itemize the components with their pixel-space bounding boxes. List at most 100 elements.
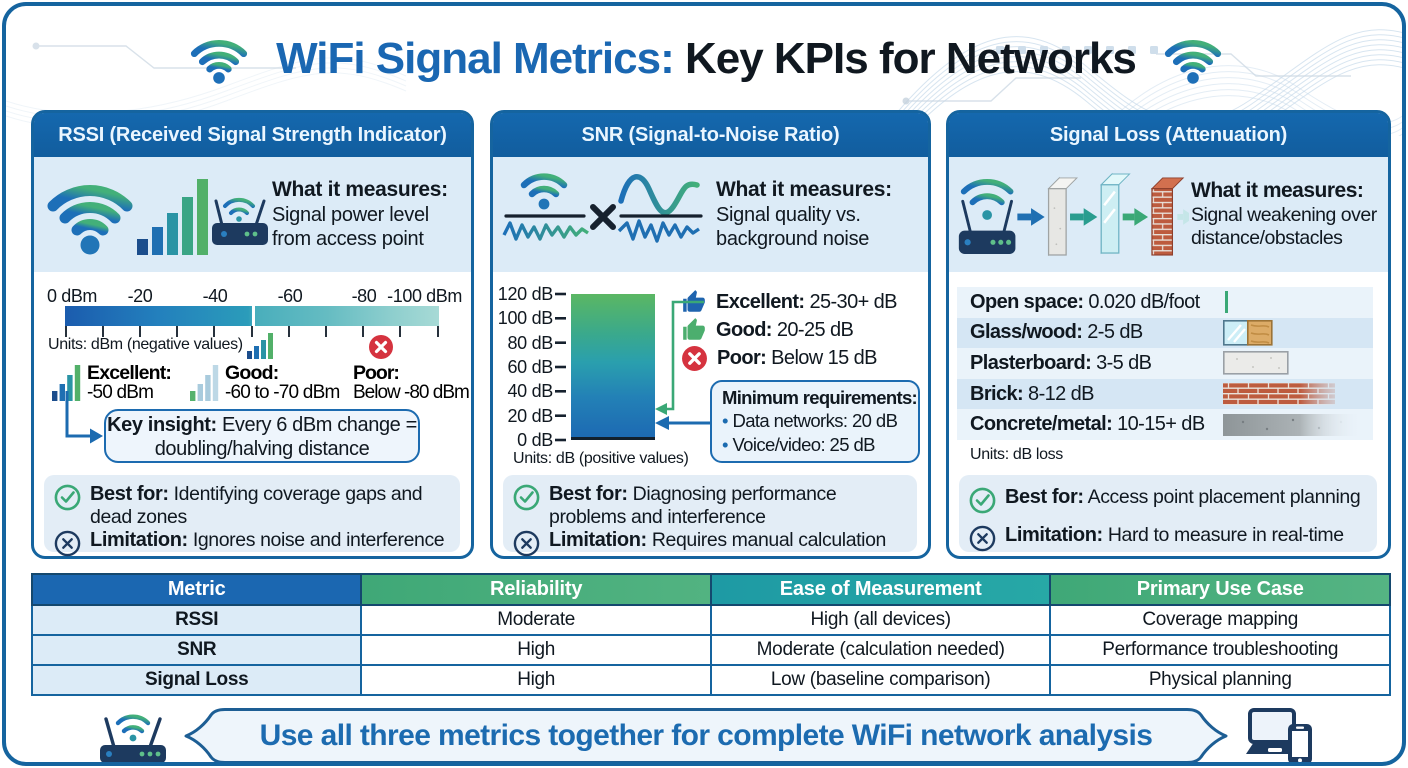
- min-req-title: Minimum requirements:: [722, 387, 918, 408]
- rssi-rating-good: Good: -60 to -70 dBm: [225, 362, 340, 403]
- table-cell: Signal Loss: [30, 664, 363, 696]
- table-cell: RSSI: [30, 604, 363, 636]
- rssi-units-row: Units: dBm (negative values): [48, 333, 464, 359]
- table-cell: Coverage mapping: [1049, 604, 1391, 636]
- rssi-gradient-bar: [65, 306, 439, 326]
- router-icon: [100, 714, 166, 762]
- snr-legend-row: Excellent: 25-30+ dB: [681, 288, 898, 316]
- table-cell: High (all devices): [709, 604, 1052, 636]
- rating-value: -50 dBm: [87, 382, 154, 403]
- rssi-illustration: [47, 178, 268, 255]
- page-title-blue: WiFi Signal Metrics:: [276, 34, 675, 83]
- table-cell: Moderate (calculation needed): [709, 634, 1052, 666]
- page-title: WiFi Signal Metrics: Key KPIs for Networ…: [276, 34, 1137, 84]
- rssi-measures-panel: What it measures: Signal power level fro…: [34, 157, 471, 272]
- check-circle-icon: [513, 483, 549, 511]
- rssi-limitation-text: Limitation: Ignores noise and interferen…: [90, 529, 445, 552]
- footer-banner: Use all three metrics together for compl…: [182, 707, 1230, 762]
- rating-label: Poor:: [353, 362, 400, 384]
- brick-swatch: [1223, 383, 1335, 406]
- loss-units: Units: dB loss: [970, 446, 1063, 463]
- table-header-ease: Ease of Measurement: [709, 573, 1052, 606]
- bestfor-row: Best for: Access point placement plannin…: [969, 486, 1367, 514]
- footer-banner-shape: [184, 708, 1228, 762]
- loss-card: Signal Loss (Attenuation): [946, 110, 1391, 559]
- table-cell: Low (baseline comparison): [709, 664, 1052, 696]
- loss-row-openspace: Open space: 0.020 dB/foot: [957, 287, 1373, 318]
- wifi-icon: [1164, 40, 1221, 84]
- check-circle-icon: [969, 486, 1005, 514]
- loss-measures-panel: What it measures: Signal weakening over …: [949, 157, 1388, 272]
- signal-bars-icon: [247, 333, 273, 359]
- card-body: What it measures: Signal power level fro…: [34, 157, 471, 557]
- snr-bestfor-box: Best for: Diagnosing performance problem…: [503, 475, 917, 557]
- loss-bestfor-text: Best for: Access point placement plannin…: [1005, 486, 1361, 508]
- loss-row-brick: Brick: 8-12 dB: [957, 378, 1373, 410]
- table-header-metric: Metric: [30, 573, 363, 606]
- table-header-reliability: Reliability: [360, 573, 712, 606]
- snr-card: SNR (Signal-to-Noise Ratio): [490, 110, 931, 559]
- key-insight-box: Key insight: Every 6 dBm change = doubli…: [104, 409, 420, 463]
- snr-limitation-text: Limitation: Requires manual calculation: [549, 529, 886, 552]
- snr-axis-ticks: [555, 292, 566, 442]
- snr-axis-label: 60 dB: [507, 357, 553, 377]
- bestfor-row: Limitation: Requires manual calculation: [513, 529, 907, 557]
- rssi-card: RSSI (Received Signal Strength Indicator…: [31, 110, 474, 559]
- laptop-phone-icon: [1246, 708, 1312, 762]
- table-header-row: Metric Reliability Ease of Measurement P…: [30, 573, 1391, 606]
- snr-measures-panel: What it measures: Signal quality vs. bac…: [493, 157, 928, 272]
- rssi-bestfor-box: Best for: Identifying coverage gaps and …: [44, 475, 460, 557]
- snr-legend-poor: Poor: Below 15 dB: [717, 346, 877, 369]
- table-cell: High: [360, 634, 712, 666]
- snr-measures-text: What it measures: Signal quality vs. bac…: [716, 178, 892, 251]
- poor-x-icon: [682, 345, 707, 371]
- rssi-bestfor-text: Best for: Identifying coverage gaps and …: [90, 483, 423, 529]
- signal-bars-excellent-icon: [52, 365, 81, 401]
- limitation-x-icon: [969, 524, 1005, 552]
- rssi-scale-labels: 0 dBm -20 -40 -60 -80 -100 dBm: [47, 286, 462, 306]
- thumbs-up-icon: [683, 290, 705, 312]
- rating-label: Excellent:: [87, 362, 172, 384]
- bestfor-row: Limitation: Hard to measure in real-time: [969, 524, 1367, 552]
- footer-banner-text: Use all three metrics together for compl…: [259, 719, 1153, 752]
- footer-banner-area: Use all three metrics together for compl…: [6, 704, 1402, 762]
- snr-card-title: SNR (Signal-to-Noise Ratio): [493, 113, 928, 157]
- table-row: SNR High Moderate (calculation needed) P…: [30, 634, 1391, 666]
- rssi-rating-excellent: Excellent: -50 dBm: [87, 362, 172, 403]
- glass-pane: [1100, 172, 1131, 254]
- wifi-icon: [190, 40, 248, 84]
- router-icon: [958, 178, 1016, 254]
- table-header-usecase: Primary Use Case: [1049, 573, 1391, 606]
- loss-measures-text: What it measures: Signal weakening over …: [1191, 178, 1377, 250]
- router-icon: [212, 197, 268, 245]
- min-requirements-box: Minimum requirements: • Data networks: 2…: [710, 380, 920, 463]
- rssi-measures-text: What it measures: Signal power level fro…: [272, 178, 448, 251]
- card-body: What it measures: Signal weakening over …: [949, 157, 1388, 556]
- snr-bestfor-text: Best for: Diagnosing performance problem…: [549, 483, 837, 529]
- loss-row-plasterboard: Plasterboard: 3-5 dB: [957, 348, 1373, 379]
- loss-row-glasswood: Glass/wood: 2-5 dB: [957, 317, 1373, 349]
- snr-axis-label: 120 dB: [497, 284, 554, 304]
- poor-x-icon: [369, 335, 393, 359]
- check-circle-icon: [54, 483, 90, 511]
- key-insight-arrow: [65, 391, 103, 444]
- rating-label: Good:: [225, 362, 279, 384]
- brick-wall: [1150, 176, 1185, 256]
- signal-bars-icon: [137, 178, 208, 255]
- card-body: What it measures: Signal quality vs. bac…: [493, 157, 928, 557]
- concrete-swatch: [1223, 413, 1369, 436]
- snr-illustration: [502, 172, 703, 243]
- snr-axis-label: 80 dB: [507, 333, 553, 353]
- min-req-item: • Voice/video: 25 dB: [722, 434, 875, 456]
- thumbs-up-icon: [683, 318, 705, 340]
- table-row: RSSI Moderate High (all devices) Coverag…: [30, 604, 1391, 636]
- table-cell: Moderate: [360, 604, 712, 636]
- rssi-ratings: Excellent: -50 dBm Good: -60 to -70 dBm …: [34, 363, 471, 405]
- limitation-x-icon: [513, 529, 549, 557]
- loss-limitation-text: Limitation: Hard to measure in real-time: [1005, 524, 1344, 546]
- signal-bars-good-icon: [190, 365, 219, 401]
- rssi-scale-ticks: [65, 326, 439, 338]
- snr-units: Units: dB (positive values): [513, 450, 689, 467]
- loss-card-title: Signal Loss (Attenuation): [949, 113, 1388, 157]
